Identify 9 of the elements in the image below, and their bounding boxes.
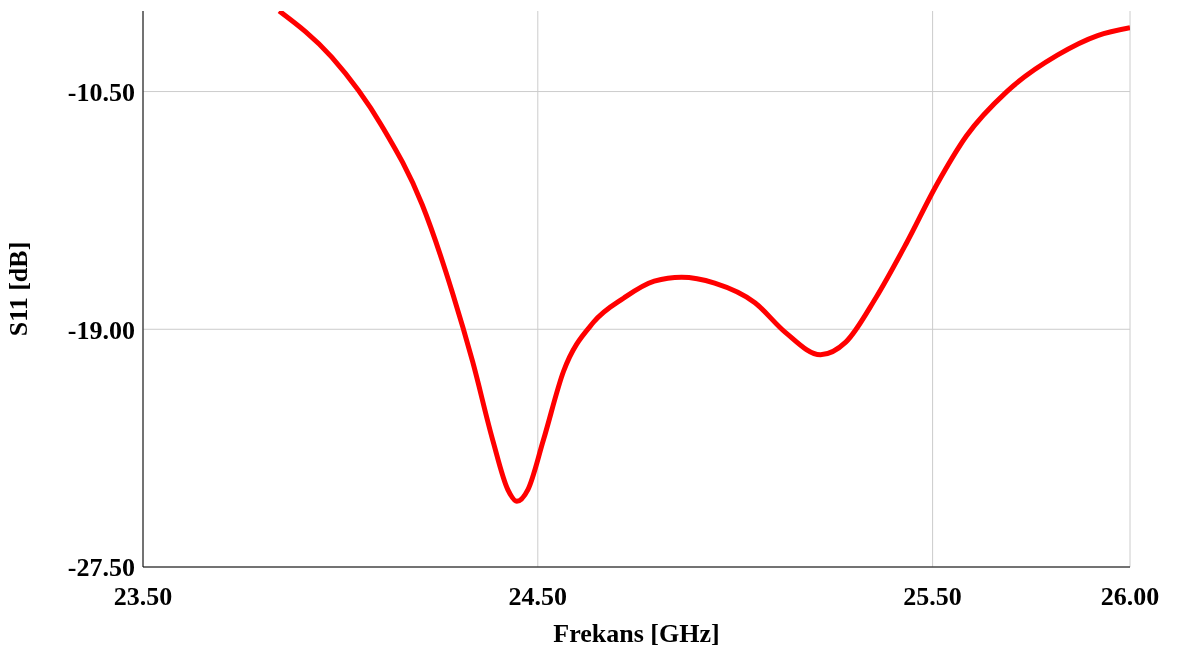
y-tick-label: -27.50 [67,553,135,583]
x-tick-label: 24.50 [508,582,568,612]
y-tick-label: -19.00 [67,315,135,345]
x-tick-label: 25.50 [903,582,962,612]
y-axis-title: S11 [dB] [4,241,34,337]
x-axis-title: Frekans [GHz] [553,619,720,648]
y-tick-label: -10.50 [67,77,135,107]
x-tick-label: 26.00 [1100,582,1160,612]
x-tick-label: 23.50 [113,582,173,612]
